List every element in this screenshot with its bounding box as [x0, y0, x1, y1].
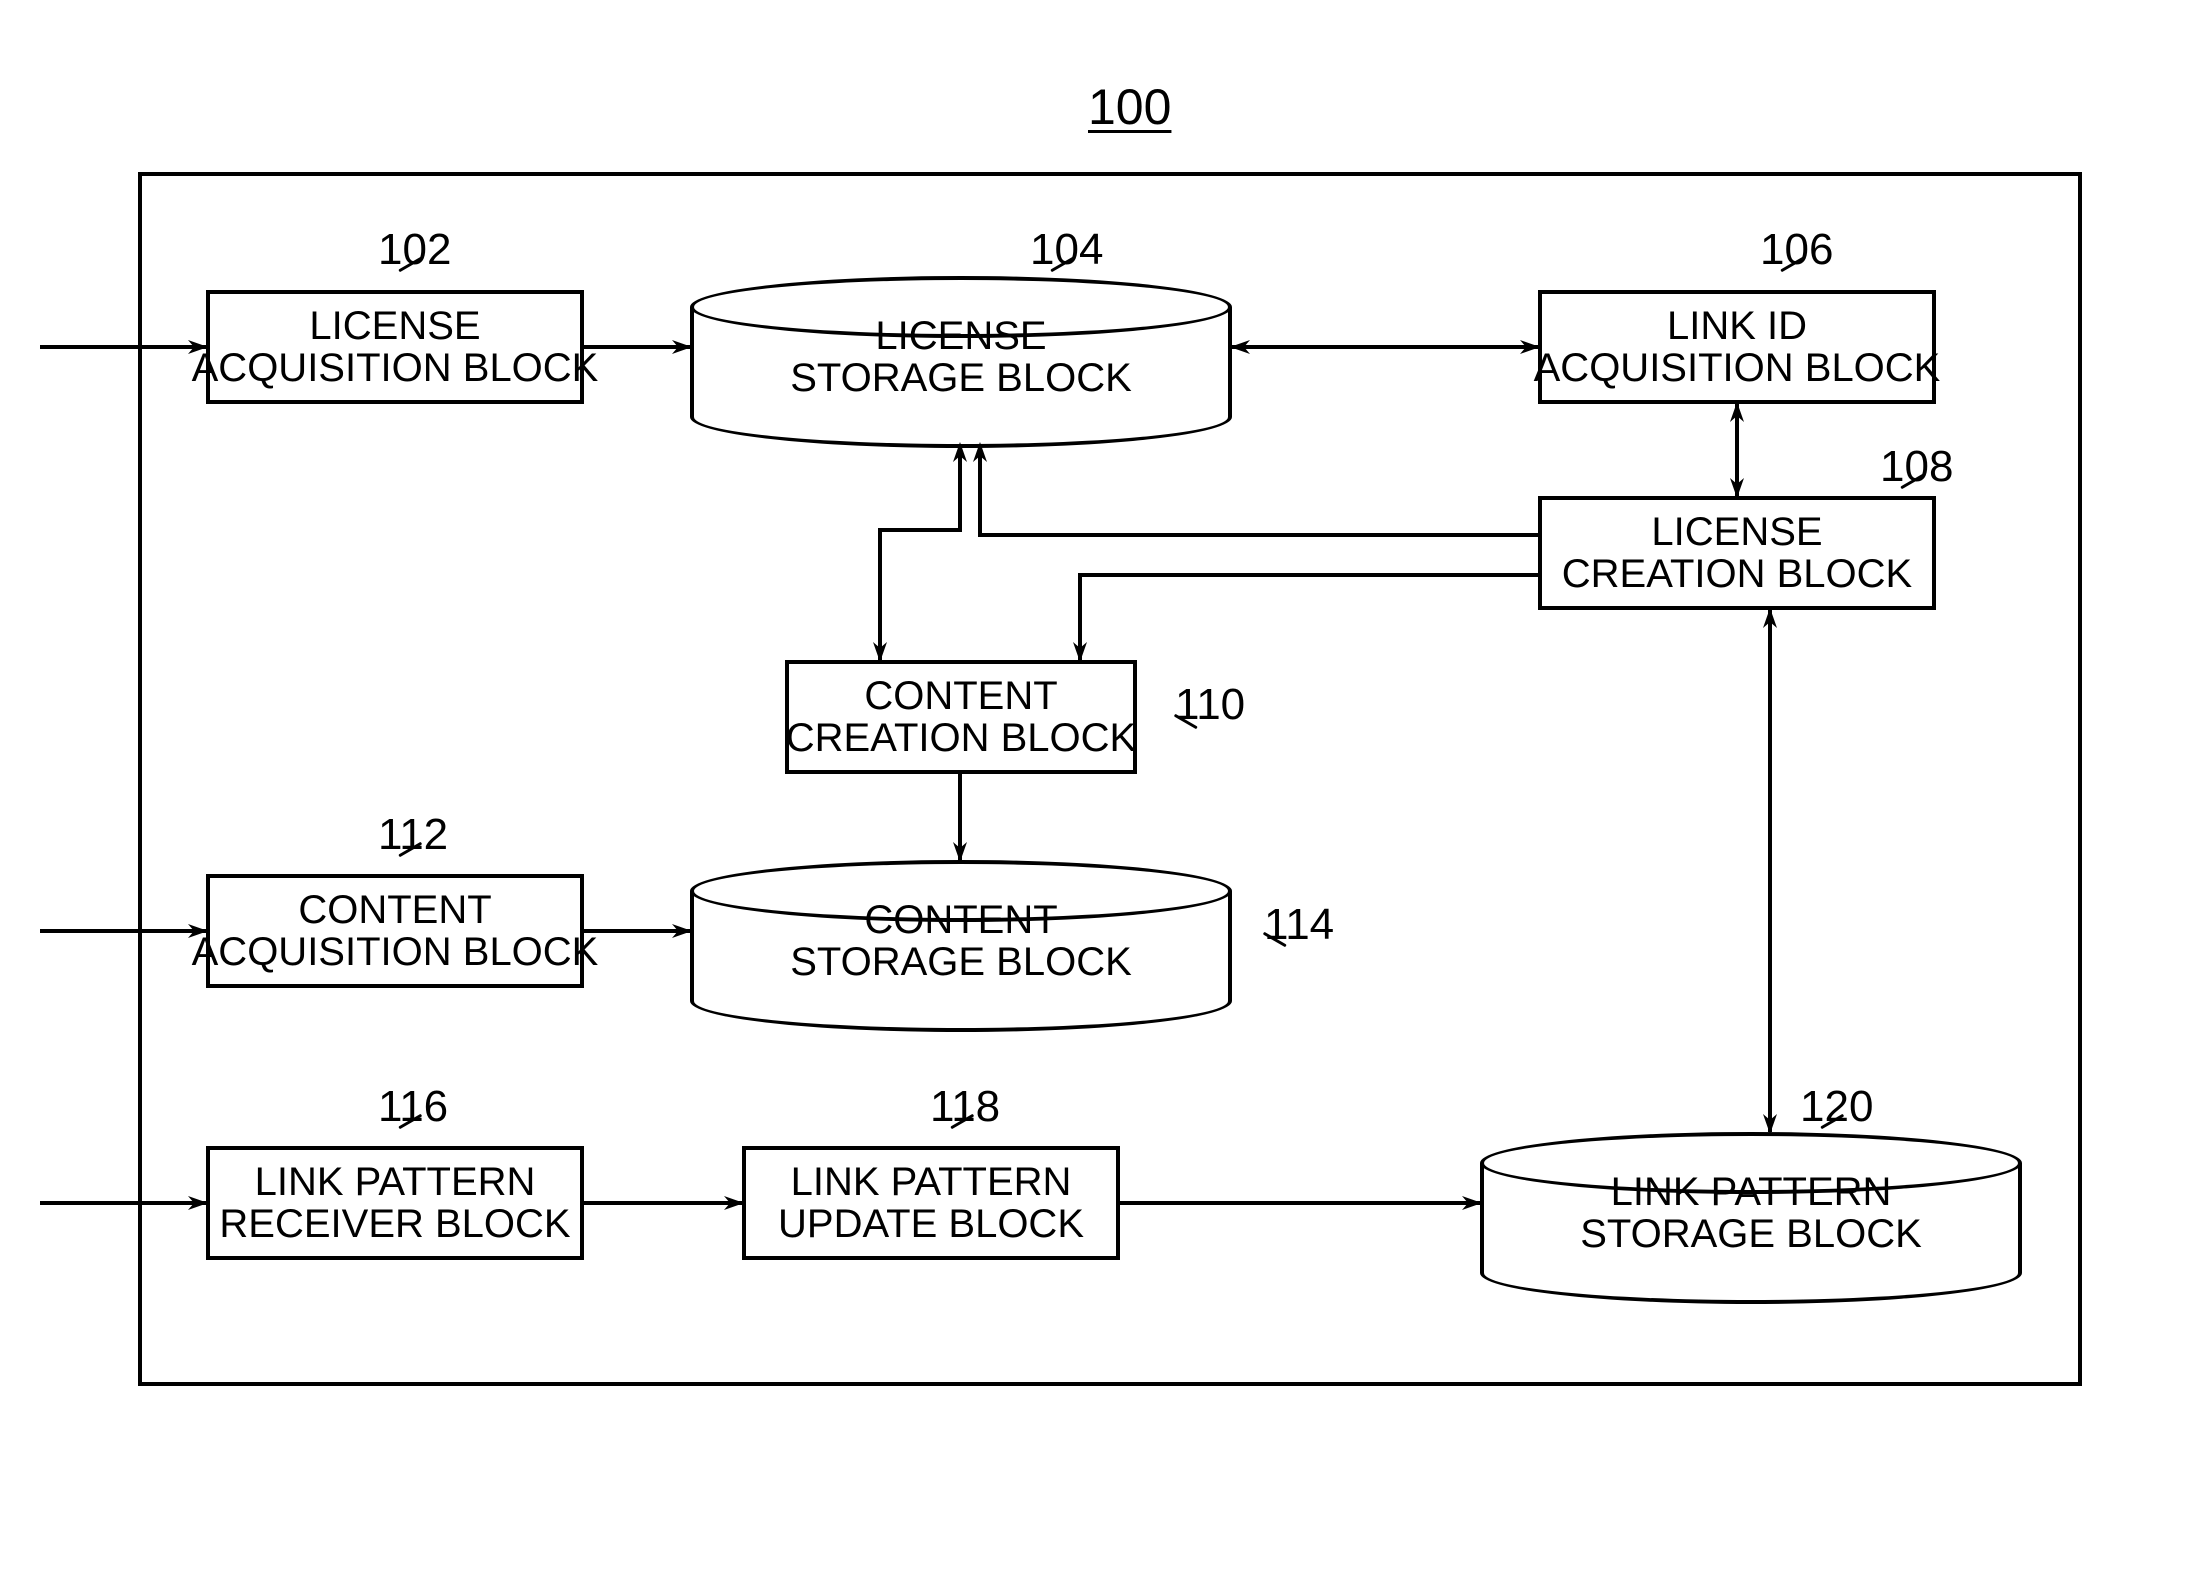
block-b118: LINK PATTERN UPDATE BLOCK [742, 1146, 1120, 1260]
ref-b118: 118 [930, 1082, 1000, 1132]
block-b116: LINK PATTERN RECEIVER BLOCK [206, 1146, 584, 1260]
block-b110: CONTENT CREATION BLOCK [785, 660, 1137, 774]
block-b108: LICENSE CREATION BLOCK [1538, 496, 1936, 610]
block-b102: LICENSE ACQUISITION BLOCK [206, 290, 584, 404]
ref-b106: 106 [1760, 225, 1833, 275]
ref-b112: 112 [378, 810, 448, 860]
cylinder-c120: LINK PATTERN STORAGE BLOCK [1480, 1132, 2022, 1304]
block-b106: LINK ID ACQUISITION BLOCK [1538, 290, 1936, 404]
ref-c114: 114 [1264, 900, 1334, 950]
ref-c120: 120 [1800, 1082, 1873, 1132]
cylinder-label-c114: CONTENT STORAGE BLOCK [690, 899, 1232, 983]
ref-b116: 116 [378, 1082, 448, 1132]
system-ref-number: 100 [1088, 78, 1171, 136]
cylinder-label-c120: LINK PATTERN STORAGE BLOCK [1480, 1171, 2022, 1255]
cylinder-label-c104: LICENSE STORAGE BLOCK [690, 315, 1232, 399]
cylinder-c114: CONTENT STORAGE BLOCK [690, 860, 1232, 1032]
ref-b108: 108 [1880, 442, 1953, 492]
cylinder-c104: LICENSE STORAGE BLOCK [690, 276, 1232, 448]
block-b112: CONTENT ACQUISITION BLOCK [206, 874, 584, 988]
ref-b102: 102 [378, 225, 451, 275]
ref-c104: 104 [1030, 225, 1103, 275]
